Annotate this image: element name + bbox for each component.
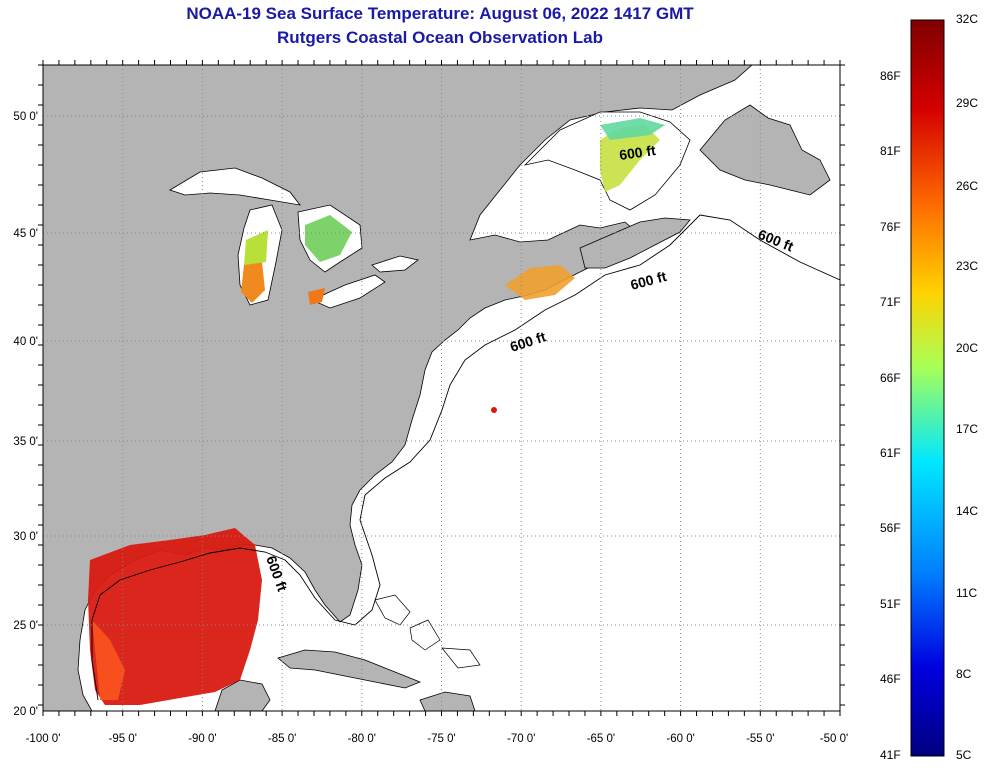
contour-600ft: [91, 214, 840, 701]
colorbar-label-c: 29C: [956, 96, 979, 110]
contour-label: 600 ft: [618, 142, 657, 163]
sst-lake-michigan: [241, 262, 265, 303]
colorbar-label-c: 26C: [956, 179, 979, 193]
colorbar-label-f: 46F: [880, 672, 901, 686]
colorbar-label-f: 66F: [880, 371, 901, 385]
sst-lake-michigan-north: [244, 230, 268, 265]
x-tick-label: -50 0': [820, 733, 848, 745]
land-nova-scotia: [579, 217, 691, 269]
colorbar-label-f: 71F: [880, 295, 901, 309]
lake-ontario: [371, 255, 419, 273]
x-tick-label: -75 0': [427, 733, 455, 745]
x-tick-label: -60 0': [666, 733, 694, 745]
sst-speck-atlantic: [491, 407, 497, 413]
y-tick-label: 50 0': [13, 111, 38, 123]
land-newfoundland: [699, 104, 831, 196]
x-tick-label: -85 0': [268, 733, 296, 745]
bahamas-outline: [374, 594, 481, 669]
land-hispaniola: [419, 691, 476, 711]
colorbar-label-f: 81F: [880, 144, 901, 158]
sst-gulf-of-maine: [505, 265, 575, 300]
map-title: NOAA-19 Sea Surface Temperature: August …: [186, 4, 694, 23]
lake-erie: [311, 274, 386, 309]
x-tick-label: -100 0': [26, 733, 61, 745]
colorbar-label-c: 8C: [956, 667, 972, 681]
sst-st-lawrence: [600, 125, 660, 192]
axis-ticks: [38, 60, 845, 716]
colorbar-label-f: 51F: [880, 597, 901, 611]
colorbar-label-c: 20C: [956, 341, 979, 355]
colorbar-label-f: 76F: [880, 220, 901, 234]
y-tick-label: 20 0': [13, 706, 38, 718]
colorbar-label-c: 5C: [956, 748, 972, 762]
x-tick-label: -90 0': [188, 733, 216, 745]
colorbar-label-c: 23C: [956, 259, 979, 273]
colorbar-label-c: 17C: [956, 422, 979, 436]
colorbar-label-f: 86F: [880, 69, 901, 83]
x-tick-label: -70 0': [507, 733, 535, 745]
map-subtitle: Rutgers Coastal Ocean Observation Lab: [277, 28, 603, 47]
graticule: [43, 65, 840, 711]
sst-lake-erie: [308, 288, 325, 305]
sst-st-lawrence-north: [600, 118, 665, 140]
colorbar-label-c: 11C: [956, 586, 978, 600]
colorbar-label-f: 61F: [880, 446, 901, 460]
sst-gulf-warm-patch: [92, 620, 125, 700]
y-tick-label: 40 0': [13, 336, 38, 348]
x-tick-label: -55 0': [746, 733, 774, 745]
y-tick-label: 35 0': [13, 436, 38, 448]
colorbar-label-c: 32C: [956, 12, 979, 26]
colorbar-label-f: 41F: [880, 748, 901, 762]
land-yucatan: [214, 679, 271, 711]
land-cuba: [277, 649, 422, 689]
sst-lake-huron: [305, 215, 352, 262]
x-tick-label: -65 0': [587, 733, 615, 745]
colorbar-label-c: 14C: [956, 504, 979, 518]
x-tick-label: -95 0': [108, 733, 136, 745]
y-tick-label: 45 0': [13, 228, 38, 240]
sst-gulf-of-mexico: [88, 528, 262, 705]
x-tick-label: -80 0': [348, 733, 376, 745]
colorbar-label-f: 56F: [880, 521, 901, 535]
y-tick-label: 30 0': [13, 531, 38, 543]
temperature-colorbar: [910, 19, 945, 757]
y-tick-label: 25 0': [13, 620, 38, 632]
